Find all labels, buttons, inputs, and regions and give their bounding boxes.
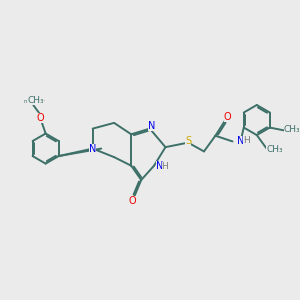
Text: O: O [129, 196, 136, 206]
Text: N: N [155, 161, 163, 171]
Text: O: O [224, 112, 232, 122]
Text: methoxy: methoxy [24, 99, 46, 104]
Text: CH₃: CH₃ [266, 145, 283, 154]
Text: CH₃: CH₃ [284, 125, 300, 134]
Text: CH₃: CH₃ [27, 96, 44, 105]
Text: N: N [237, 136, 244, 146]
Text: S: S [185, 136, 191, 146]
Text: H: H [243, 136, 250, 146]
Text: N: N [89, 144, 96, 154]
Text: N: N [148, 121, 155, 131]
Text: O: O [37, 113, 44, 124]
Text: H: H [161, 162, 168, 171]
